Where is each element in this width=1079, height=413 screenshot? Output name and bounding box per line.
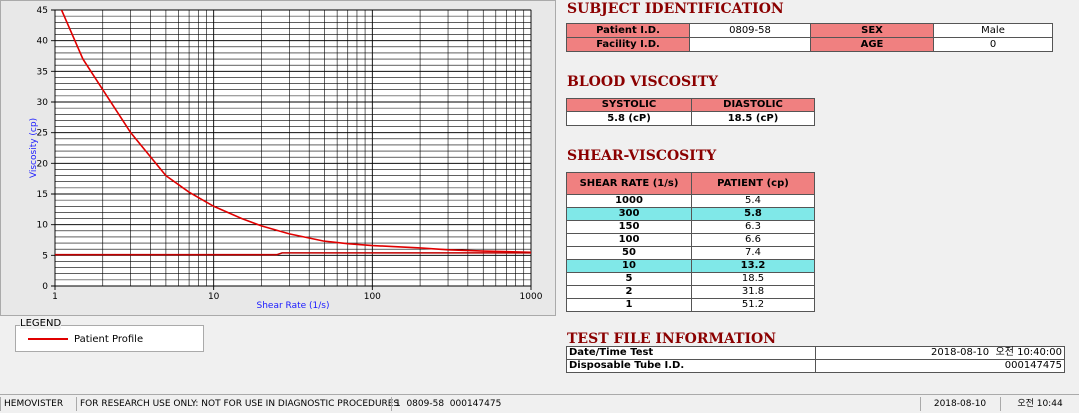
x-tick-label: 10: [208, 292, 220, 302]
y-tick-label: 45: [37, 6, 48, 16]
patient-value: 7.4: [691, 246, 815, 260]
y-tick-label: 15: [37, 190, 48, 200]
patient-value: 31.8: [691, 285, 815, 299]
status-field: 1 0809-58 000147475: [391, 397, 501, 411]
legend-title: LEGEND: [20, 318, 62, 329]
header: SYSTOLIC: [566, 98, 692, 112]
status-field: FOR RESEARCH USE ONLY: NOT FOR USE IN DI…: [76, 397, 399, 411]
header: SHEAR RATE (1/s): [566, 172, 692, 195]
table-row: Date/Time Test 2018-08-10 오전 10:40:00: [566, 346, 1065, 360]
legend-entry: Patient Profile: [28, 334, 143, 345]
table-row: 10 13.2: [566, 259, 815, 273]
chart: Shear Rate (1/s) Viscosity (cp) 0 5 10 15 20…: [0, 0, 556, 316]
blood-viscosity-table: SYSTOLIC DIASTOLIC 5.8 (cP) 18.5 (cP): [566, 98, 815, 126]
y-tick-label: 40: [37, 37, 49, 47]
section-title: SUBJECT IDENTIFICATION: [567, 1, 784, 17]
patient-value: 51.2: [691, 298, 815, 312]
section-title: BLOOD VISCOSITY: [567, 74, 719, 90]
value: 18.5 (cP): [691, 111, 815, 126]
y-tick-label: 5: [42, 251, 48, 261]
x-axis-label: Shear Rate (1/s): [257, 301, 330, 311]
header: DIASTOLIC: [691, 98, 815, 112]
label: SEX: [810, 23, 934, 38]
table-row: 2 31.8: [566, 285, 815, 299]
status-bar: HEMOVISTER FOR RESEARCH USE ONLY: NOT FOR…: [0, 394, 1079, 413]
status-field: 2018-08-10: [920, 397, 996, 411]
label: Disposable Tube I.D.: [566, 359, 816, 373]
table-row: 50 7.4: [566, 246, 815, 260]
label: AGE: [810, 37, 934, 52]
table-row: 5 18.5: [566, 272, 815, 286]
legend-label: Patient Profile: [74, 334, 143, 345]
shear-rate: 2: [566, 285, 692, 299]
table-row: 1000 5.4: [566, 194, 815, 208]
table-row: 300 5.8: [566, 207, 815, 221]
table-row: 100 6.6: [566, 233, 815, 247]
value: 2018-08-10 오전 10:40:00: [815, 346, 1065, 360]
patient-value: 13.2: [691, 259, 815, 273]
test-file-table: Date/Time Test 2018-08-10 오전 10:40:00 Disp…: [566, 346, 1065, 373]
legend: LEGEND Patient Profile: [15, 318, 204, 352]
patient-value: 5.4: [691, 194, 815, 208]
header: PATIENT (cp): [691, 172, 815, 195]
y-tick-label: 0: [42, 282, 48, 292]
value: 0809-58: [689, 23, 811, 38]
patient-value: 6.6: [691, 233, 815, 247]
y-tick-label: 25: [37, 129, 48, 139]
shear-rate: 150: [566, 220, 692, 234]
patient-value: 6.3: [691, 220, 815, 234]
table-row: 1 51.2: [566, 298, 815, 312]
subject-table: Patient I.D. 0809-58 SEX Male Facility I.D.…: [566, 23, 1053, 52]
patient-value: 18.5: [691, 272, 815, 286]
shear-rate: 10: [566, 259, 692, 273]
table-row: Disposable Tube I.D. 000147475: [566, 359, 1065, 373]
value: Male: [933, 23, 1053, 38]
x-tick-label: 1000: [520, 292, 543, 302]
shear-rate: 1000: [566, 194, 692, 208]
status-field: HEMOVISTER: [0, 397, 63, 411]
y-tick-label: 10: [37, 221, 49, 231]
value: 0: [933, 37, 1053, 52]
shear-rate: 50: [566, 246, 692, 260]
shear-table: SHEAR RATE (1/s) PATIENT (cp) 1000 5.4 300 5…: [566, 172, 815, 312]
section-title: SHEAR-VISCOSITY: [567, 148, 717, 164]
y-tick-label: 35: [37, 67, 48, 77]
label: Date/Time Test: [566, 346, 816, 360]
label: Facility I.D.: [566, 37, 690, 52]
status-field: 오전 10:44: [1000, 397, 1076, 411]
y-tick-label: 30: [37, 98, 49, 108]
line-series: [60, 10, 531, 254]
plot-area: [54, 9, 532, 287]
shear-rate: 5: [566, 272, 692, 286]
section-title: TEST FILE INFORMATION: [567, 331, 777, 347]
line-series: [55, 252, 531, 256]
table-row: 150 6.3: [566, 220, 815, 234]
x-tick-label: 100: [364, 292, 381, 302]
y-axis-label: Viscosity (cp): [29, 118, 39, 178]
value: [689, 37, 811, 52]
y-tick-label: 20: [37, 159, 49, 169]
shear-rate: 100: [566, 233, 692, 247]
value: 5.8 (cP): [566, 111, 692, 126]
shear-rate: 1: [566, 298, 692, 312]
label: Patient I.D.: [566, 23, 690, 38]
x-tick-label: 1: [52, 292, 58, 302]
patient-value: 5.8: [691, 207, 815, 221]
value: 000147475: [815, 359, 1065, 373]
shear-rate: 300: [566, 207, 692, 221]
